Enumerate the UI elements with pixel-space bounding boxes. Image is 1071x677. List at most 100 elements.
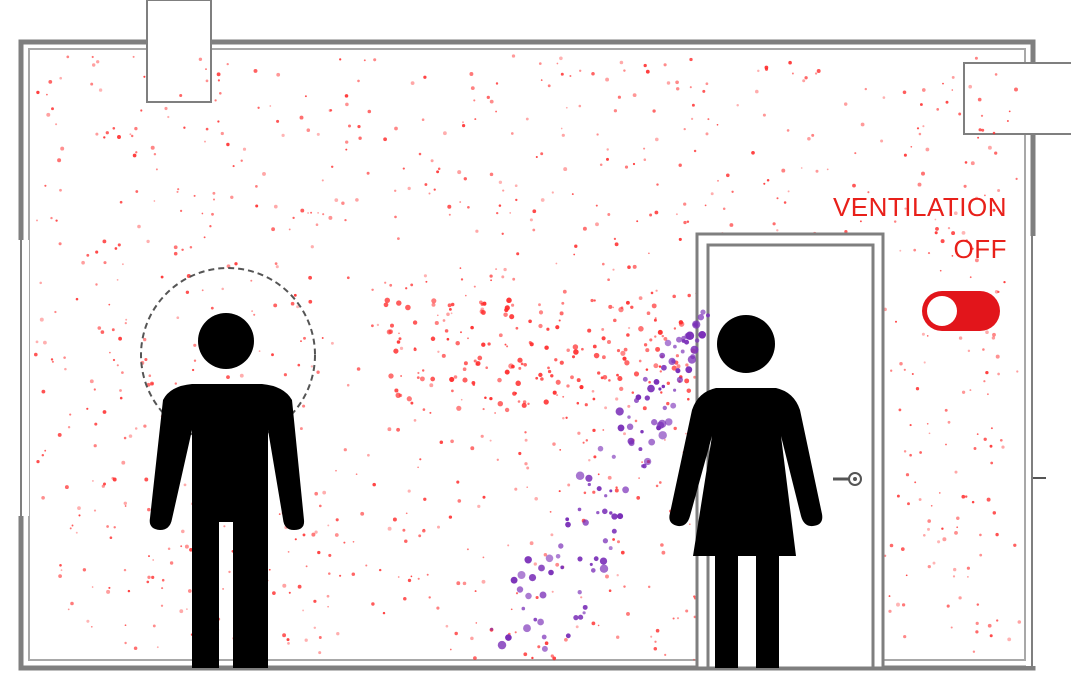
exhaled-particle: [664, 339, 672, 347]
aerosol-particle: [524, 431, 527, 434]
exhaled-particle: [602, 538, 609, 544]
aerosol-particle: [991, 336, 996, 340]
aerosol-particle: [205, 79, 209, 83]
aerosol-particle: [201, 289, 204, 292]
aerosol-particle: [205, 68, 207, 70]
exhaled-particle: [653, 378, 660, 385]
aerosol-particle: [710, 192, 714, 196]
aerosol-particle: [815, 169, 819, 173]
aerosol-particle: [606, 148, 609, 151]
aerosol-particle: [442, 319, 446, 322]
aerosol-particle: [187, 589, 192, 593]
aerosol-particle: [402, 167, 405, 170]
aerosol-particle: [63, 356, 66, 359]
aerosol-particle: [91, 55, 94, 59]
aerosol-particle: [514, 184, 518, 188]
aerosol-particle: [313, 599, 317, 603]
aerosol-particle: [622, 356, 627, 361]
exhaled-particle: [641, 464, 645, 468]
aerosol-particle: [103, 261, 107, 265]
aerosol-particle: [36, 219, 38, 222]
aerosol-particle: [619, 60, 624, 65]
aerosol-particle: [273, 303, 278, 308]
aerosol-particle: [293, 293, 297, 297]
aerosol-particle: [193, 343, 197, 347]
aerosol-particle: [688, 523, 691, 526]
aerosol-particle: [562, 417, 565, 420]
aerosol-particle: [538, 303, 541, 307]
exhaled-particle: [617, 513, 624, 520]
exhaled-particle: [591, 568, 596, 573]
aerosol-particle: [204, 140, 206, 143]
aerosol-particle: [36, 459, 40, 464]
aerosol-particle: [722, 207, 726, 211]
aerosol-particle: [577, 431, 581, 435]
aerosol-particle: [303, 336, 306, 340]
aerosol-particle: [654, 640, 657, 643]
aerosol-particle: [82, 568, 87, 572]
aerosol-particle: [531, 656, 534, 660]
aerosol-particle: [971, 247, 974, 250]
aerosol-particle: [316, 132, 320, 136]
aerosol-particle: [1016, 370, 1019, 373]
aerosol-particle: [974, 56, 978, 60]
aerosol-particle: [456, 480, 460, 484]
aerosol-particle: [426, 573, 429, 576]
aerosol-particle: [551, 590, 554, 593]
aerosol-particle: [926, 422, 929, 425]
aerosol-particle: [296, 305, 300, 309]
aerosol-particle: [663, 438, 666, 441]
aerosol-particle: [686, 220, 690, 224]
aerosol-particle: [643, 343, 648, 347]
aerosol-particle: [124, 321, 127, 325]
aerosol-particle: [394, 215, 397, 219]
aerosol-particle: [951, 89, 954, 91]
aerosol-particle: [156, 646, 159, 649]
aerosol-particle: [78, 514, 81, 517]
aerosol-particle: [655, 484, 659, 488]
aerosol-particle: [304, 638, 308, 642]
aerosol-particle: [396, 340, 401, 344]
aerosol-particle: [570, 375, 574, 380]
aerosol-particle: [146, 382, 151, 387]
aerosol-particle: [980, 114, 984, 117]
aerosol-particle: [482, 301, 487, 306]
ventilation-toggle[interactable]: [922, 291, 1000, 331]
aerosol-particle: [947, 226, 951, 230]
aerosol-particle: [382, 611, 386, 615]
aerosol-particle: [689, 86, 692, 89]
aerosol-particle: [896, 602, 900, 607]
aerosol-particle: [529, 218, 533, 222]
exhaled-particle: [575, 471, 585, 480]
exhaled-particle: [658, 387, 662, 391]
aerosol-particle: [565, 416, 568, 419]
aerosol-particle: [445, 624, 449, 628]
exhaled-particle: [558, 543, 564, 549]
aerosol-particle: [673, 327, 677, 330]
aerosol-particle: [90, 82, 94, 86]
aerosol-particle: [905, 574, 908, 577]
aerosol-particle: [272, 591, 276, 595]
aerosol-particle: [899, 249, 902, 252]
aerosol-particle: [552, 656, 557, 661]
aerosol-particle: [995, 354, 1000, 359]
aerosol-particle: [967, 349, 971, 353]
aerosol-particle: [399, 346, 404, 351]
aerosol-particle: [981, 128, 985, 132]
aerosol-particle: [205, 127, 209, 131]
aerosol-particle: [152, 624, 156, 628]
aerosol-particle: [928, 432, 931, 435]
aerosol-particle: [226, 142, 230, 147]
aerosol-particle: [455, 340, 460, 346]
aerosol-particle: [638, 359, 642, 363]
aerosol-particle: [653, 647, 658, 651]
aerosol-particle: [630, 305, 634, 309]
aerosol-particle: [137, 224, 141, 229]
aerosol-particle: [473, 359, 477, 363]
aerosol-particle: [477, 504, 481, 509]
aerosol-particle: [514, 631, 517, 634]
aerosol-particle: [307, 212, 310, 214]
exhaled-particle: [627, 415, 631, 419]
aerosol-particle: [394, 126, 398, 131]
aerosol-particle: [357, 79, 360, 83]
